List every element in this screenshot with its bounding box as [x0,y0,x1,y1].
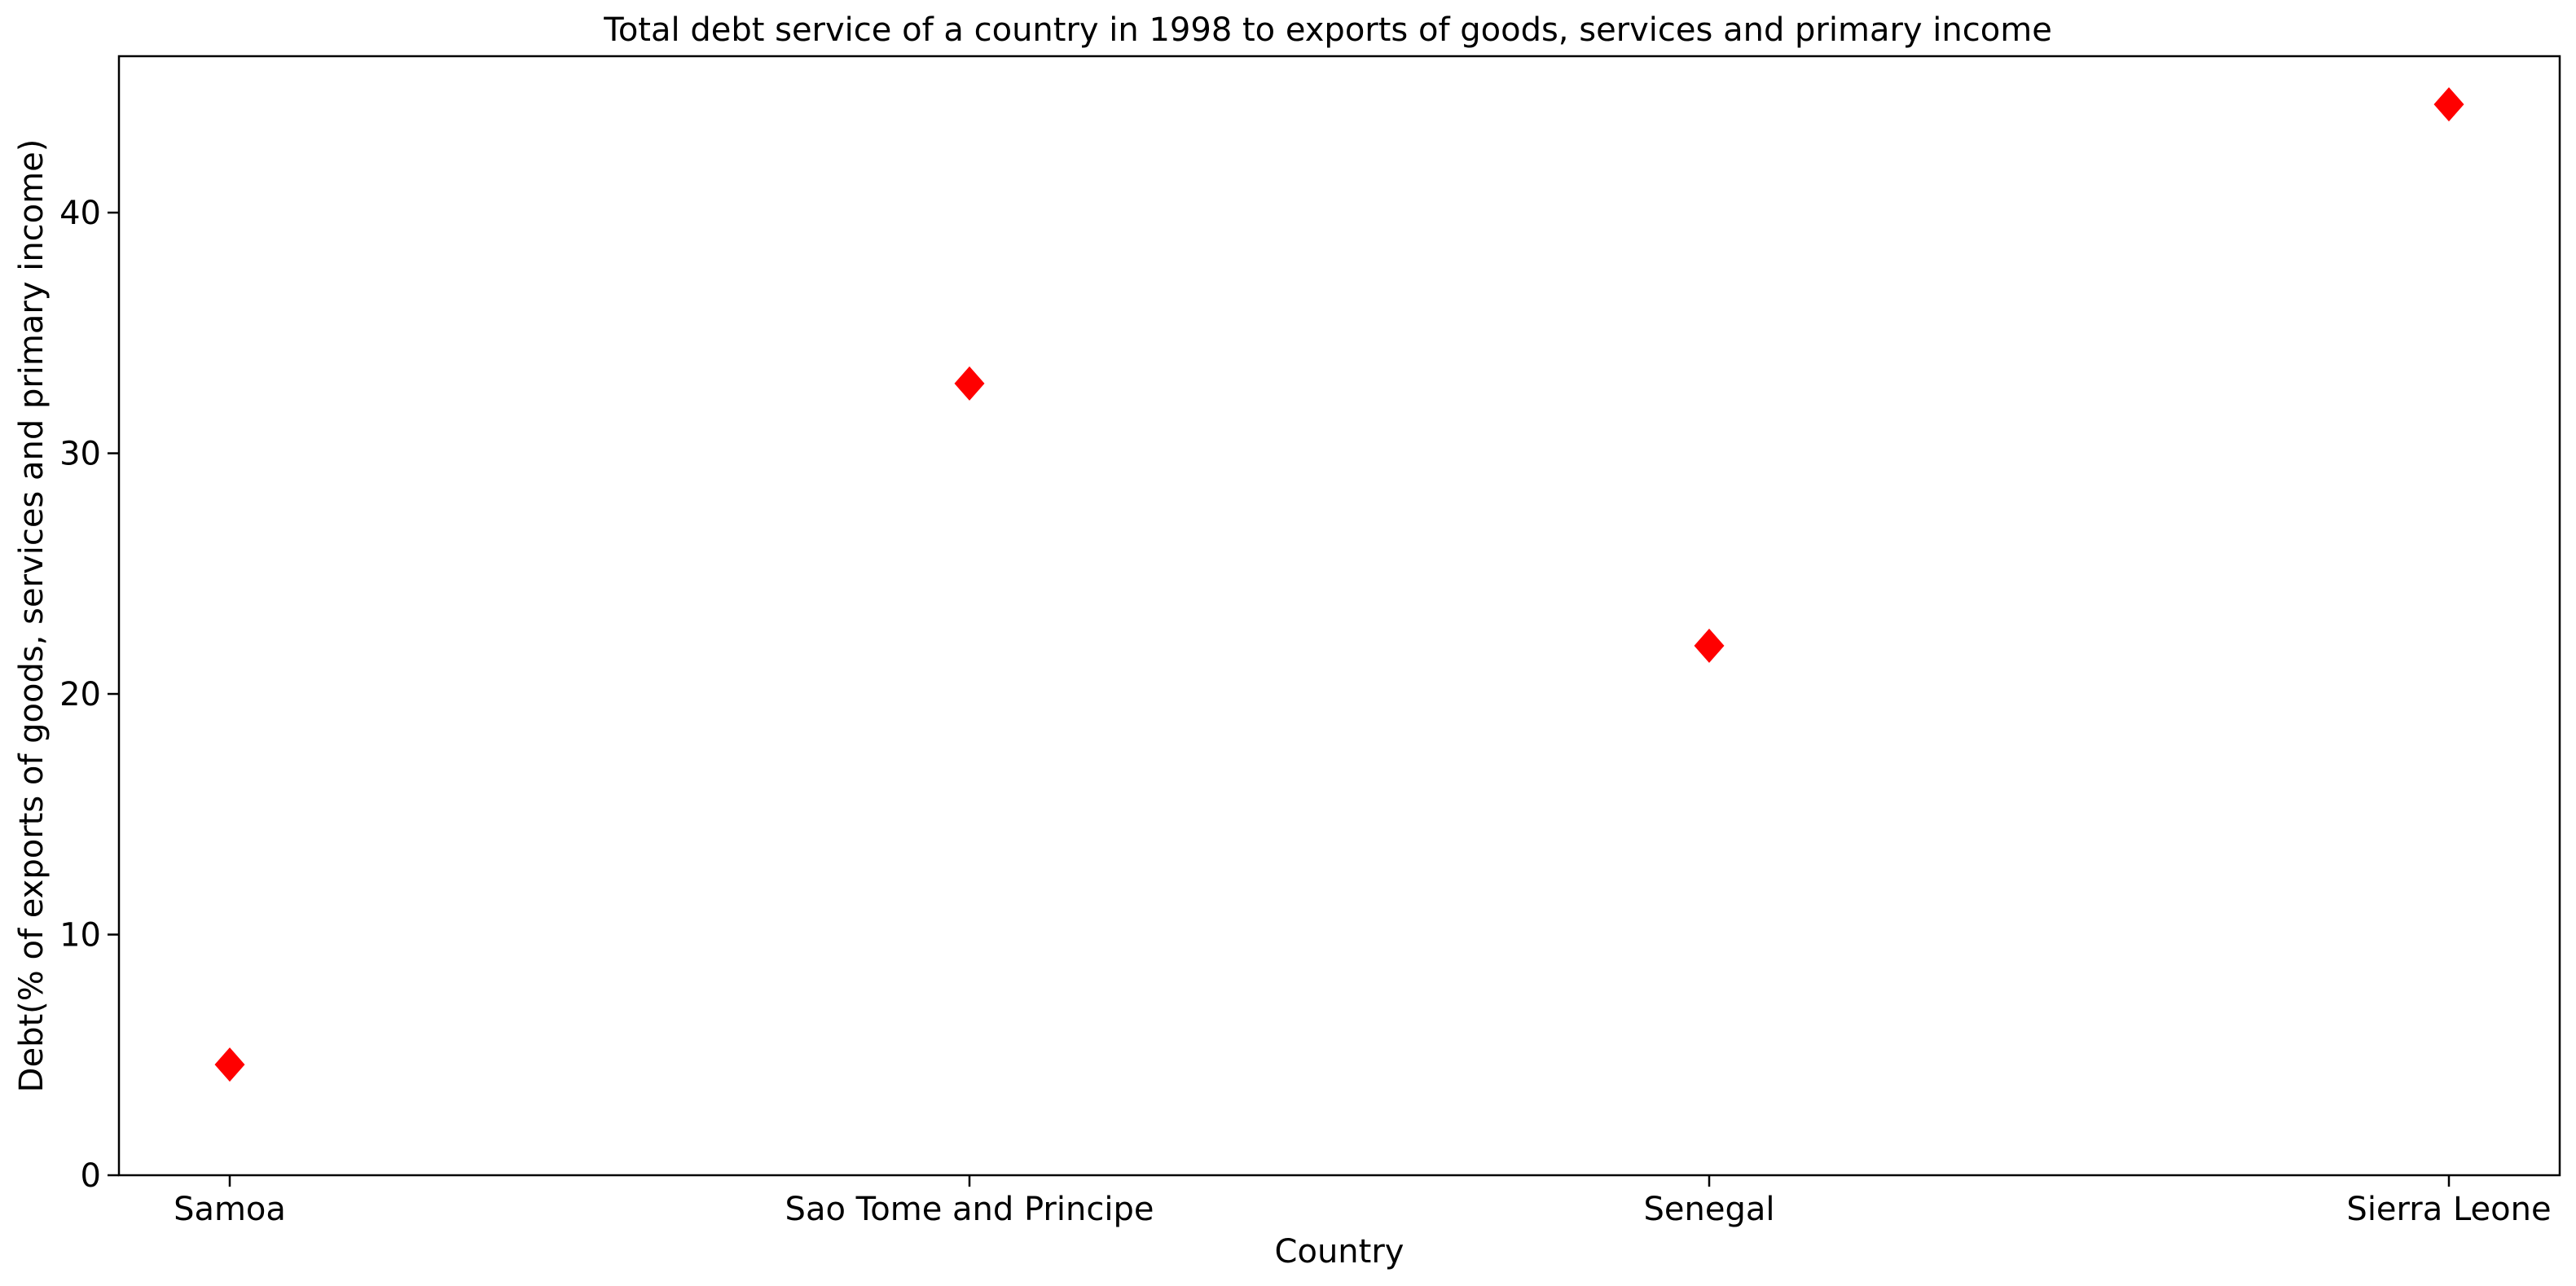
y-tick-label: 20 [59,676,101,713]
data-points [214,87,2464,1082]
y-axis: 0 10 20 30 40 [59,195,119,1195]
y-tick-label: 0 [81,1157,101,1195]
plot-area-frame [117,55,2561,1177]
x-tick-label: Sao Tome and Principe [785,1191,1154,1228]
x-tick-label: Sierra Leone [2346,1191,2551,1228]
data-point [2433,87,2464,122]
x-axis-label: Country [1275,1233,1404,1271]
x-tick-label: Senegal [1644,1191,1775,1228]
data-point [1694,628,1725,663]
y-tick-label: 30 [59,436,101,473]
data-point [214,1047,245,1082]
data-point [954,366,985,401]
y-axis-label: Debt(% of exports of goods, services and… [13,139,51,1093]
x-tick-label: Samoa [174,1191,286,1228]
y-tick-label: 10 [59,917,101,955]
x-axis: Samoa Sao Tome and Principe Senegal Sierra … [174,1175,2552,1228]
chart-title: Total debt service of a country in 1998 … [603,11,2052,49]
y-tick-label: 40 [59,195,101,232]
